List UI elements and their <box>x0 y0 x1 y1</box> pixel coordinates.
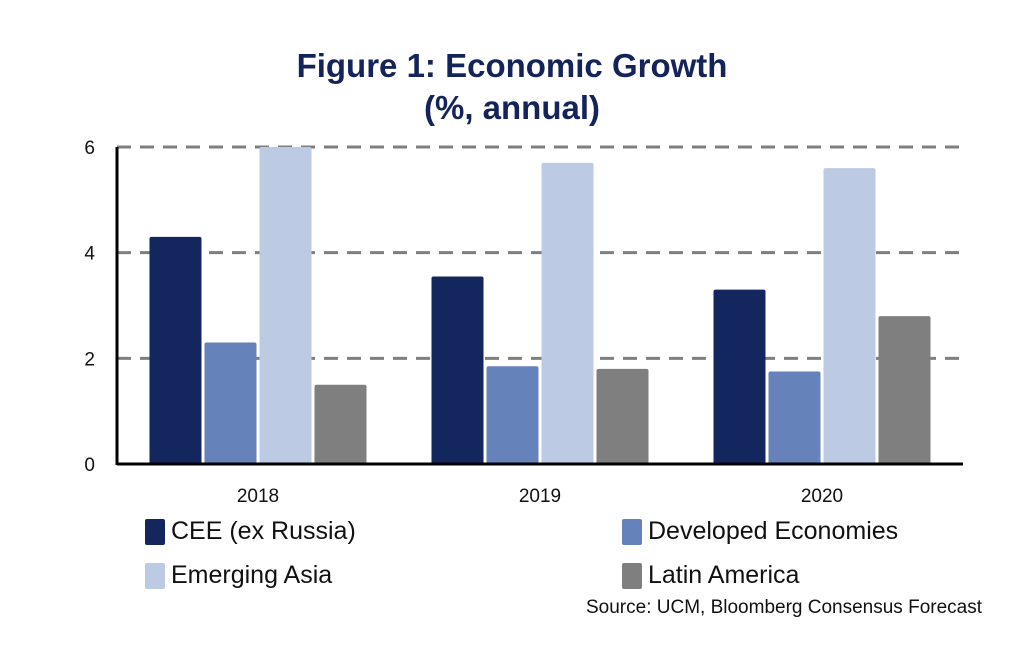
bar <box>878 316 931 464</box>
y-tick-label: 4 <box>84 244 95 265</box>
y-tick-label: 6 <box>84 138 95 159</box>
bar <box>149 236 202 464</box>
bar <box>823 168 876 464</box>
legend-item-emerging-asia: Emerging Asia <box>145 561 332 590</box>
bar <box>204 342 257 464</box>
x-tick-label: 2018 <box>237 486 279 507</box>
bar <box>713 289 766 464</box>
bar <box>486 366 539 464</box>
legend-item-latin-america: Latin America <box>622 561 799 590</box>
y-tick-label: 0 <box>84 455 95 476</box>
legend-swatch-latin-america <box>622 562 642 589</box>
legend-label-cee: CEE (ex Russia) <box>171 517 356 545</box>
legend-label-emerging-asia: Emerging Asia <box>171 561 333 589</box>
legend-swatch-cee <box>145 518 165 545</box>
legend-label-latin-america: Latin America <box>648 561 800 589</box>
legend-item-cee: CEE (ex Russia) <box>145 517 356 546</box>
legend-label-developed: Developed Economies <box>648 517 899 545</box>
bar <box>541 162 594 464</box>
legend-item-developed: Developed Economies <box>622 517 898 546</box>
legend-swatch-developed <box>622 518 642 545</box>
legend-swatch-emerging-asia <box>145 562 165 589</box>
bar <box>259 147 312 464</box>
bar <box>431 276 484 464</box>
y-tick-label: 2 <box>84 349 95 370</box>
x-tick-label: 2019 <box>519 486 561 507</box>
chart-subtitle: (%, annual) <box>423 89 600 126</box>
bar <box>314 384 367 464</box>
source-note: Source: UCM, Bloomberg Consensus Forecas… <box>586 597 982 618</box>
bar <box>596 368 649 464</box>
x-tick-label: 2020 <box>801 486 843 507</box>
bar <box>768 371 821 464</box>
chart-title: Figure 1: Economic Growth <box>296 47 728 84</box>
bar-chart: 0 2 4 6 2018 2019 2020 <box>84 138 963 507</box>
